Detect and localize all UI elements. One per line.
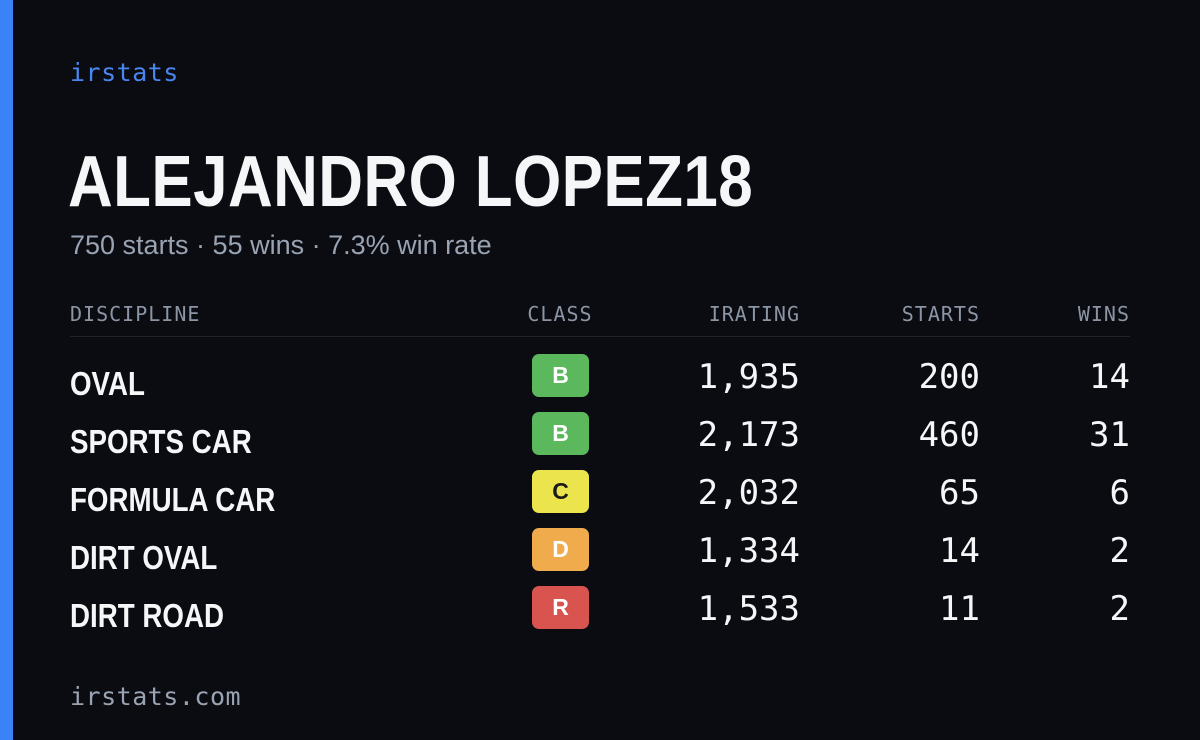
wins-value: 2: [1109, 589, 1130, 629]
discipline-name: FORMULA CAR: [70, 481, 276, 518]
class-badge: B: [532, 354, 589, 397]
discipline-name: DIRT OVAL: [70, 539, 218, 576]
class-badge: D: [532, 528, 589, 571]
wins-value: 14: [1089, 357, 1130, 397]
wins-value: 6: [1109, 473, 1130, 513]
table-row: DIRT ROAD R 1,533 11 2: [0, 586, 1200, 644]
header-discipline: DISCIPLINE: [70, 302, 201, 326]
table-row: SPORTS CAR B 2,173 460 31: [0, 412, 1200, 470]
class-badge: R: [532, 586, 589, 629]
header-starts: STARTS: [901, 302, 980, 326]
table-row: FORMULA CAR C 2,032 65 6: [0, 470, 1200, 528]
header-irating: IRATING: [708, 302, 800, 326]
driver-summary: 750 starts · 55 wins · 7.3% win rate: [70, 230, 492, 260]
discipline-name: SPORTS CAR: [70, 423, 252, 460]
driver-name: ALEJANDRO LOPEZ18: [68, 142, 754, 222]
starts-value: 14: [939, 531, 980, 571]
discipline-name: DIRT ROAD: [70, 597, 224, 634]
starts-value: 460: [918, 415, 980, 455]
header-class: CLASS: [527, 302, 593, 326]
irating-value: 1,334: [697, 531, 800, 571]
accent-bar: [0, 0, 13, 740]
class-badge: C: [532, 470, 589, 513]
irating-value: 2,173: [697, 415, 800, 455]
wins-value: 31: [1089, 415, 1130, 455]
irating-value: 1,935: [697, 357, 800, 397]
header-divider: [70, 336, 1130, 337]
footer-url: irstats.com: [70, 682, 242, 711]
wins-value: 2: [1109, 531, 1130, 571]
irating-value: 2,032: [697, 473, 800, 513]
table-row: OVAL B 1,935 200 14: [0, 354, 1200, 412]
starts-value: 11: [939, 589, 980, 629]
table-row: DIRT OVAL D 1,334 14 2: [0, 528, 1200, 586]
starts-value: 200: [918, 357, 980, 397]
brand-logo: irstats: [70, 58, 179, 87]
header-wins: WINS: [1077, 302, 1130, 326]
class-badge: B: [532, 412, 589, 455]
discipline-name: OVAL: [70, 365, 145, 402]
starts-value: 65: [939, 473, 980, 513]
irating-value: 1,533: [697, 589, 800, 629]
